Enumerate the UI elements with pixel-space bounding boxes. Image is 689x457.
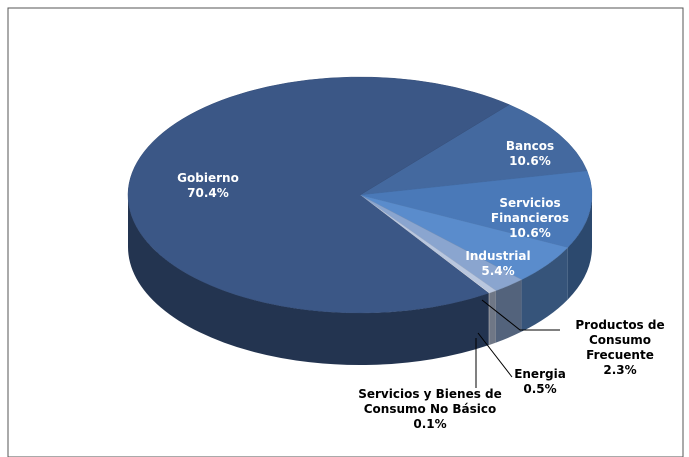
slice-value-label: 10.6%	[509, 154, 551, 168]
pie-slice	[359, 104, 588, 196]
slice-label: Bancos	[506, 139, 554, 153]
leader-lines	[475, 299, 560, 388]
pie-side	[521, 247, 568, 332]
slice-value-label: 5.4%	[481, 264, 514, 278]
pie-side	[495, 279, 522, 343]
pie-side	[489, 290, 496, 345]
slice-label: Industrial	[465, 249, 530, 263]
pie-side	[488, 292, 490, 346]
pie-side	[567, 195, 592, 300]
pie-slice	[127, 76, 510, 314]
slice-value-label: 0.5%	[523, 382, 556, 396]
slice-label: Servicios y Bienes de Consumo No Básico	[358, 387, 502, 416]
slice-label: Energia	[514, 367, 566, 381]
slice-value-label: 70.4%	[187, 186, 229, 200]
leader-line	[481, 299, 560, 331]
leader-line	[477, 332, 513, 378]
slice-label: Servicios Financieros	[491, 196, 569, 225]
pie-side	[128, 195, 489, 365]
slice-value-label: 2.3%	[603, 363, 636, 377]
pie-slice	[359, 170, 593, 248]
slice-label: Productos de Consumo Frecuente	[575, 318, 664, 362]
slice-label: Gobierno	[177, 171, 239, 185]
slice-value-label: 0.1%	[413, 417, 446, 431]
slice-value-label: 10.6%	[509, 226, 551, 240]
pie	[127, 76, 593, 365]
